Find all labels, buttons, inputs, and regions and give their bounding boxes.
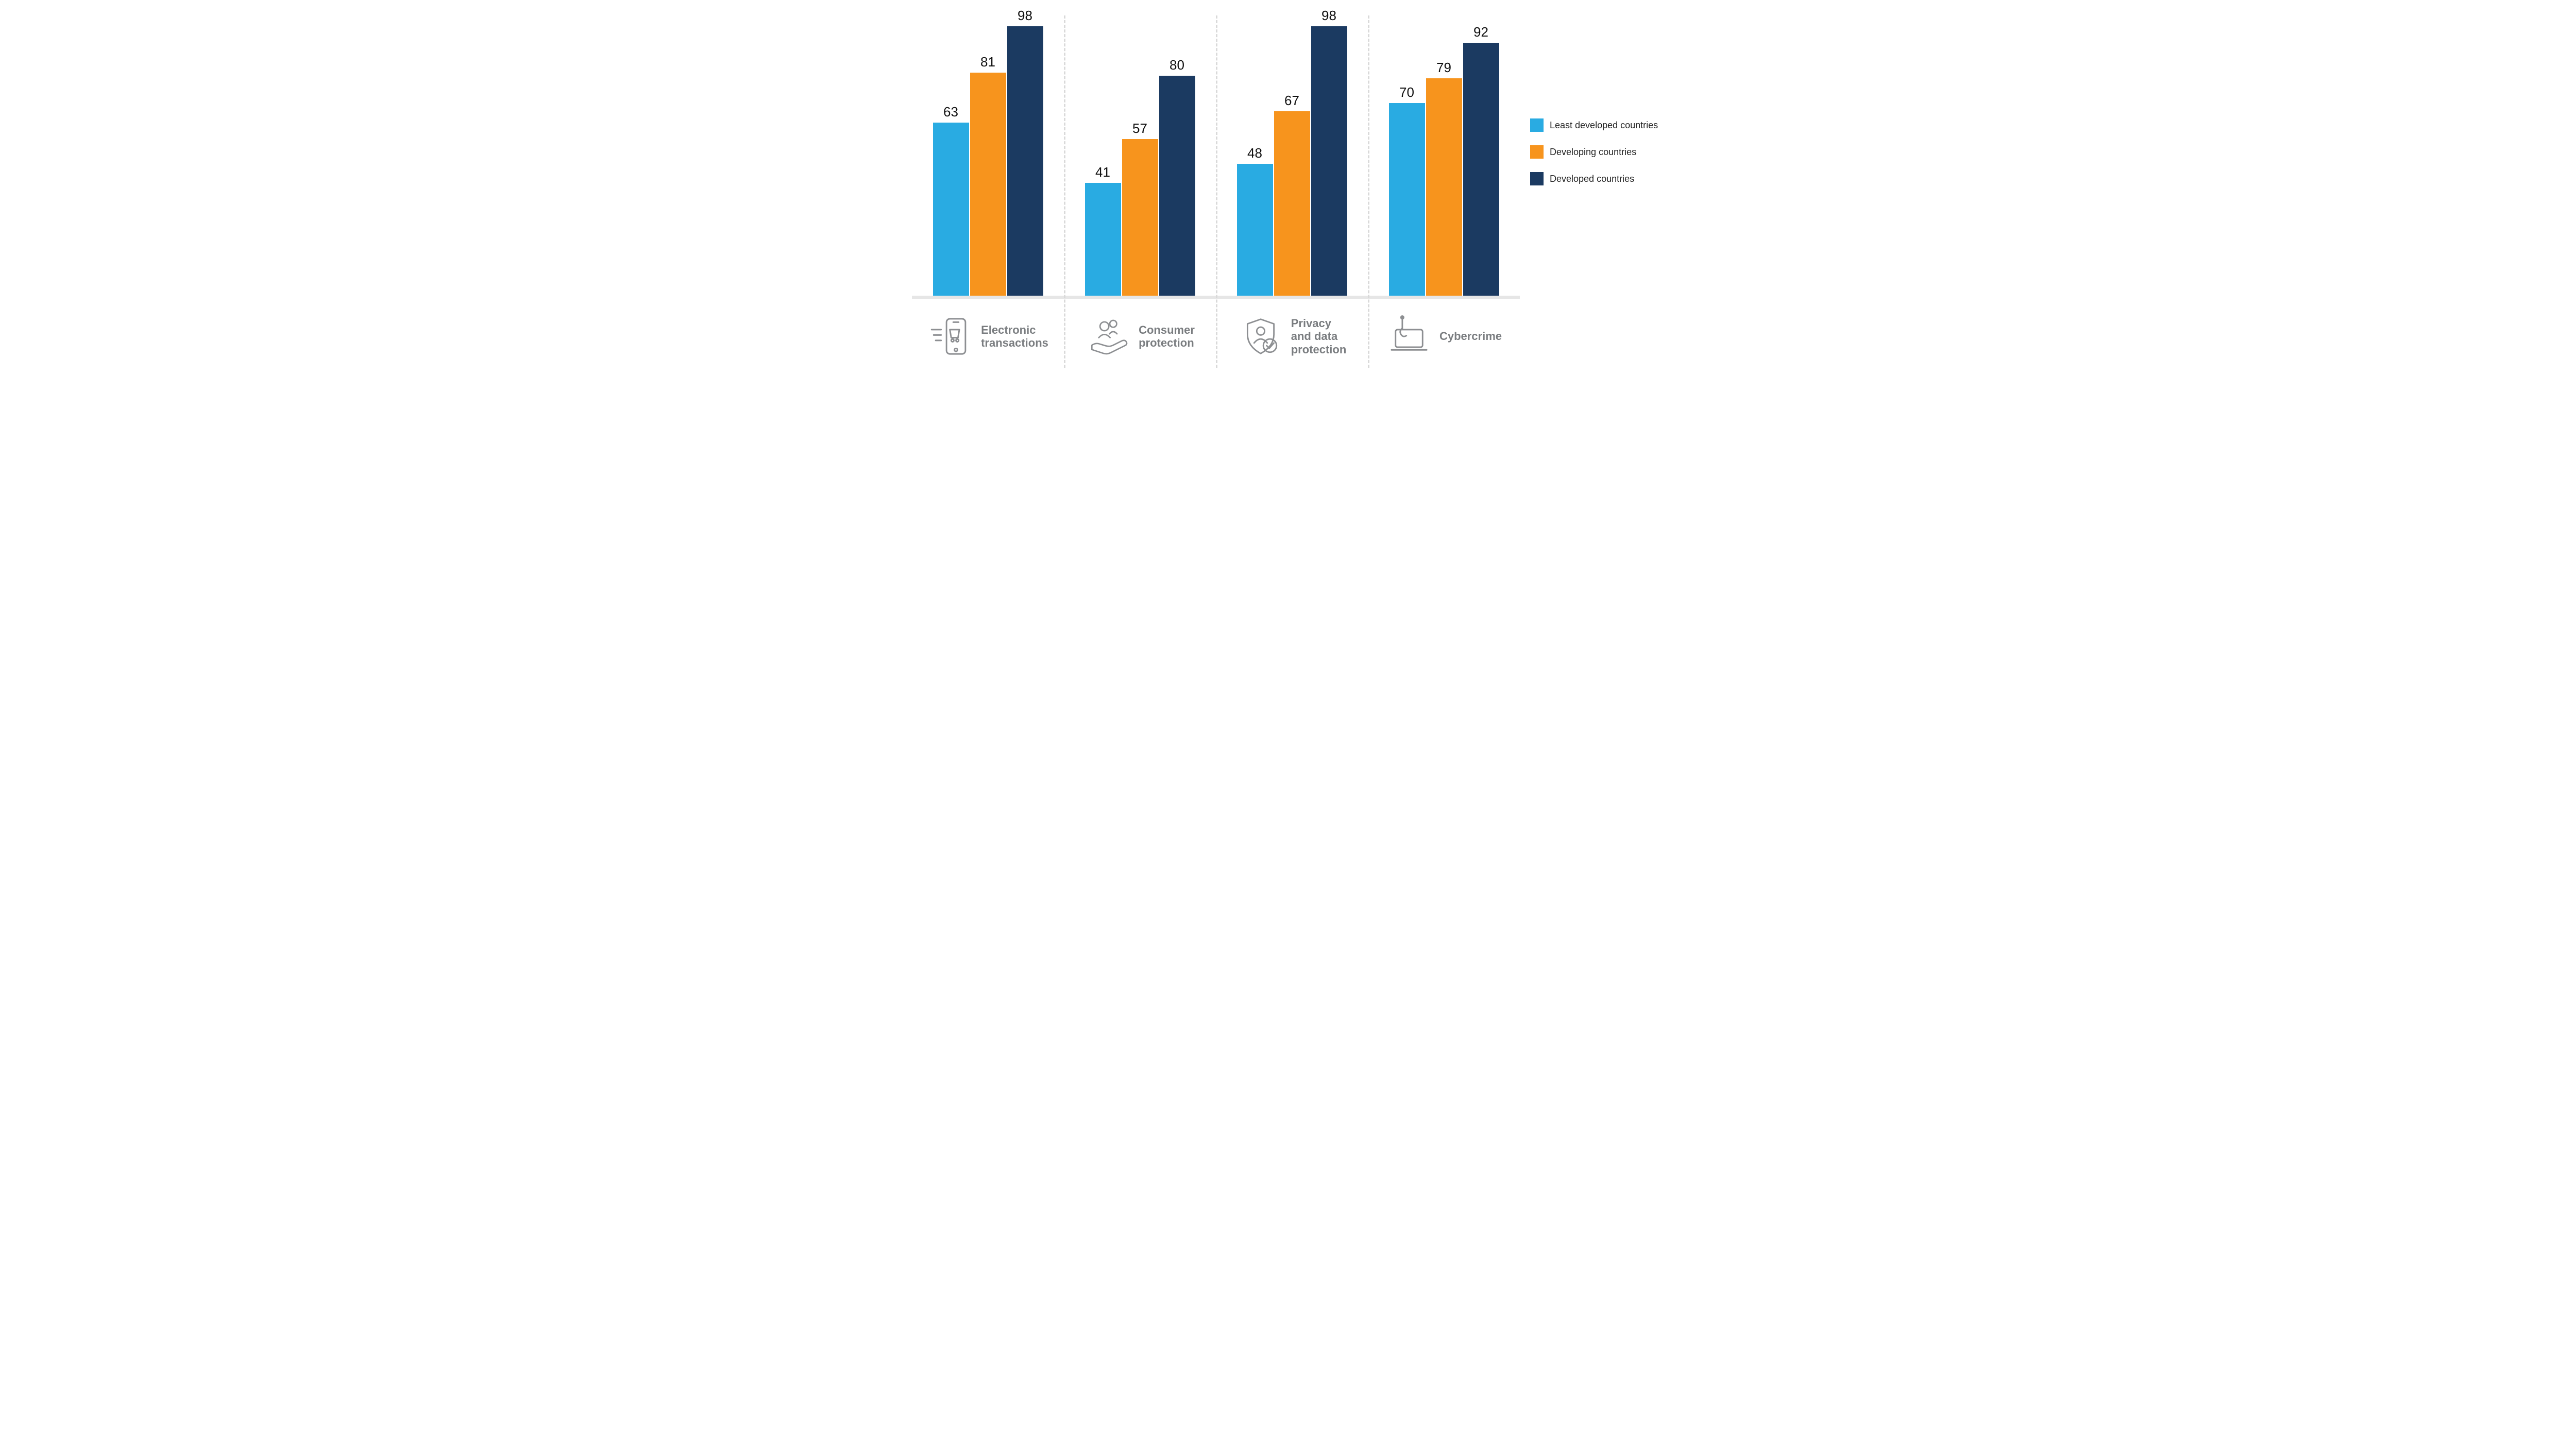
bar-privacy-developed: 98 — [1311, 26, 1347, 296]
bar-etrans-developing: 81 — [970, 73, 1006, 296]
bar-value-label: 41 — [1085, 164, 1121, 180]
bar-cyber-ldc: 70 — [1389, 103, 1425, 296]
phone-cart-icon — [927, 313, 974, 360]
bar-privacy-developing: 67 — [1274, 111, 1310, 296]
x-label-text: Privacyand dataprotection — [1291, 317, 1347, 356]
bar-value-label: 57 — [1122, 121, 1158, 137]
x-label-text: Consumerprotection — [1139, 323, 1195, 350]
bar-value-label: 48 — [1237, 145, 1273, 161]
bar-cyber-developed: 92 — [1463, 43, 1499, 296]
bar-cyber-developing: 79 — [1426, 78, 1462, 296]
bar-value-label: 98 — [1007, 8, 1043, 24]
bar-consumer-ldc: 41 — [1085, 183, 1121, 296]
legend-label: Developed countries — [1550, 174, 1634, 184]
bar-etrans-ldc: 63 — [933, 123, 969, 296]
bar-value-label: 79 — [1426, 60, 1462, 76]
bar-consumer-developing: 57 — [1122, 139, 1158, 296]
x-label-consumer: Consumerprotection — [1064, 306, 1216, 363]
bar-groups: 638198415780486798707992 — [912, 21, 1520, 299]
legend-item-ldc: Least developed countries — [1530, 118, 1664, 132]
legend-label: Developing countries — [1550, 147, 1636, 158]
legend-item-developing: Developing countries — [1530, 145, 1664, 159]
x-label-etrans: Electronictransactions — [912, 306, 1064, 363]
legend: Least developed countries Developing coun… — [1530, 21, 1664, 185]
x-label-text: Cybercrime — [1439, 330, 1502, 343]
bar-consumer-developed: 80 — [1159, 76, 1195, 296]
bar-group-consumer: 415780 — [1064, 21, 1216, 296]
legend-swatch — [1530, 145, 1544, 159]
legend-item-developed: Developed countries — [1530, 172, 1664, 185]
bar-group-privacy: 486798 — [1216, 21, 1368, 296]
x-label-cyber: Cybercrime — [1368, 306, 1520, 363]
legend-swatch — [1530, 172, 1544, 185]
chart-area: 638198415780486798707992 Electronictrans… — [912, 21, 1520, 363]
bar-value-label: 63 — [933, 104, 969, 120]
hand-people-icon — [1085, 313, 1131, 360]
bar-etrans-developed: 98 — [1007, 26, 1043, 296]
x-label-privacy: Privacyand dataprotection — [1216, 306, 1368, 363]
bar-group-etrans: 638198 — [912, 21, 1064, 296]
bar-value-label: 98 — [1311, 8, 1347, 24]
legend-swatch — [1530, 118, 1544, 132]
chart-container: 638198415780486798707992 Electronictrans… — [912, 21, 1664, 363]
bar-group-cyber: 707992 — [1368, 21, 1520, 296]
laptop-phish-icon — [1386, 313, 1432, 360]
x-label-text: Electronictransactions — [981, 323, 1048, 350]
bar-value-label: 80 — [1159, 57, 1195, 73]
bar-value-label: 92 — [1463, 24, 1499, 40]
legend-label: Least developed countries — [1550, 120, 1658, 131]
bar-privacy-ldc: 48 — [1237, 164, 1273, 296]
bar-value-label: 81 — [970, 54, 1006, 70]
shield-user-check-icon — [1238, 313, 1284, 360]
bar-value-label: 67 — [1274, 93, 1310, 109]
bar-value-label: 70 — [1389, 84, 1425, 100]
